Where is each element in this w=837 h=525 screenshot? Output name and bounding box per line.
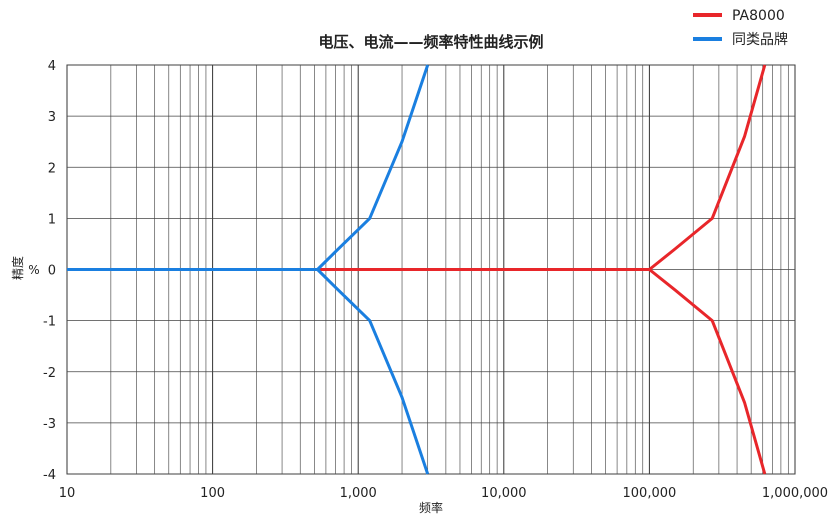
line-lower xyxy=(67,268,767,475)
y-tick-label: 2 xyxy=(48,161,56,176)
legend-label: 同类品牌 xyxy=(732,31,788,48)
y-tick-label: 1 xyxy=(48,212,56,227)
y-axis-label: 精度 xyxy=(10,256,25,280)
y-tick-label: 4 xyxy=(48,59,56,74)
x-axis-label: 频率 xyxy=(419,500,443,515)
x-tick-label: 1,000 xyxy=(340,486,377,501)
y-tick-label: -4 xyxy=(43,468,56,483)
legend-label: PA8000 xyxy=(732,8,785,24)
x-tick-label: 10 xyxy=(59,486,76,501)
chart-title: 电压、电流——频率特性曲线示例 xyxy=(318,33,543,51)
y-tick-label: -3 xyxy=(43,417,56,432)
y-axis-unit: % xyxy=(28,263,39,277)
x-tick-label: 100,000 xyxy=(623,486,677,501)
line-lower xyxy=(67,268,430,475)
x-tick-label: 10,000 xyxy=(481,486,527,501)
x-tick-label: 100 xyxy=(200,486,225,501)
x-tick-label: 1,000,000 xyxy=(762,486,828,501)
y-tick-label: 0 xyxy=(48,264,56,279)
y-tick-label: -1 xyxy=(43,315,56,330)
y-tick-label: -2 xyxy=(43,366,56,381)
y-tick-label: 3 xyxy=(48,110,56,125)
